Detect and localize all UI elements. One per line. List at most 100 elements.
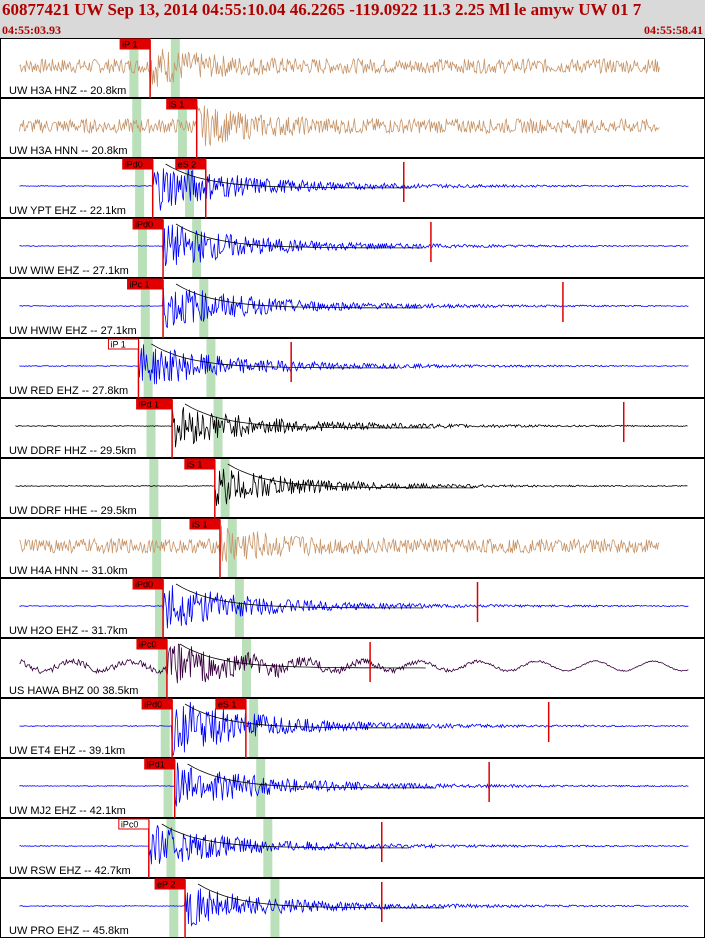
- phase-pick-label: iP 1: [110, 340, 125, 350]
- coda-decay-curve: [175, 283, 422, 309]
- coda-decay-curve: [179, 643, 426, 669]
- phase-pick-box[interactable]: [215, 698, 247, 710]
- coda-decay-curve: [184, 403, 431, 429]
- coda-decay-curve: [227, 463, 474, 489]
- phase-pick-label: iS 1: [187, 460, 203, 470]
- waveform: [19, 585, 689, 629]
- waveform: [19, 701, 689, 756]
- station-label: UW H3A HNN -- 20.8km: [9, 145, 128, 157]
- waveform: [19, 525, 660, 562]
- phase-pick-box[interactable]: [132, 578, 164, 590]
- waveform: [19, 168, 689, 211]
- p-arrival-band: [160, 698, 170, 758]
- waveform: [19, 643, 689, 684]
- waveform: [15, 468, 688, 506]
- phase-pick-label: iPd0: [135, 220, 153, 230]
- phase-pick-box[interactable]: [132, 218, 164, 230]
- phase-pick-label: iPd0: [125, 160, 143, 170]
- waveform: [19, 105, 660, 147]
- phase-pick-box[interactable]: [141, 698, 173, 710]
- coda-decay-curve: [175, 223, 422, 249]
- phase-pick-box[interactable]: [118, 818, 150, 830]
- phase-pick-box[interactable]: [136, 398, 173, 410]
- p-arrival-band: [152, 518, 162, 578]
- coda-decay-curve: [184, 703, 431, 729]
- phase-pick-label: iPc0: [121, 820, 139, 830]
- phase-pick-box[interactable]: [144, 758, 176, 770]
- phase-pick-label: iPc 1: [130, 280, 150, 290]
- p-arrival-band: [140, 278, 150, 338]
- phase-pick-box[interactable]: [154, 878, 186, 890]
- waveform: [19, 224, 689, 267]
- p-arrival-band: [137, 218, 147, 278]
- waveform: [19, 287, 689, 329]
- s-arrival-band: [199, 278, 209, 338]
- station-label: UW PRO EHZ -- 45.8km: [9, 925, 129, 937]
- p-arrival-band: [157, 638, 167, 698]
- station-label: UW DDRF HHE -- 29.5km: [9, 505, 137, 517]
- coda-decay-curve: [187, 763, 434, 789]
- phase-pick-box[interactable]: [166, 98, 198, 110]
- waveform: [19, 48, 660, 90]
- phase-pick-label: iP 1: [122, 40, 137, 50]
- s-arrival-band: [241, 638, 251, 698]
- waveform: [19, 762, 689, 807]
- time-end-label: 04:55:58.41: [644, 23, 703, 37]
- station-label: UW H3A HNZ -- 20.8km: [9, 85, 126, 97]
- coda-decay-curve: [197, 883, 444, 909]
- phase-pick-label: eS 2: [178, 160, 197, 170]
- p-arrival-band: [166, 818, 176, 878]
- station-label: UW RED EHZ -- 27.8km: [9, 385, 128, 397]
- phase-pick-label: iPc0: [139, 640, 157, 650]
- coda-decay-curve: [151, 343, 398, 369]
- station-label: UW MJ2 EHZ -- 42.1km: [9, 805, 126, 817]
- phase-pick-label: eS 1: [218, 700, 237, 710]
- phase-pick-box[interactable]: [189, 518, 221, 530]
- s-arrival-band: [227, 518, 237, 578]
- station-label: UW ET4 EHZ -- 39.1km: [9, 745, 125, 757]
- p-arrival-band: [155, 578, 165, 638]
- station-label: US HAWA BHZ 00 38.5km: [9, 685, 138, 697]
- p-arrival-band: [163, 758, 173, 818]
- s-arrival-band: [256, 758, 266, 818]
- p-arrival-band: [132, 98, 142, 158]
- station-label: UW H4A HNN -- 31.0km: [9, 565, 128, 577]
- phase-pick-box[interactable]: [122, 158, 154, 170]
- station-label: UW RSW EHZ -- 42.7km: [9, 865, 131, 877]
- p-arrival-band: [129, 38, 139, 98]
- coda-decay-curve: [161, 823, 408, 849]
- phase-pick-label: iS 1: [192, 520, 208, 530]
- station-label: UW HWIW EHZ -- 27.1km: [9, 325, 137, 337]
- p-arrival-band: [149, 458, 159, 518]
- time-start-label: 04:55:03.93: [2, 23, 61, 37]
- phase-pick-label: iPd1: [147, 760, 165, 770]
- station-label: UW H2O EHZ -- 31.7km: [9, 625, 128, 637]
- waveform: [19, 344, 689, 385]
- phase-pick-label: iPd0: [144, 700, 162, 710]
- phase-pick-box[interactable]: [184, 458, 216, 470]
- station-label: UW DDRF HHZ -- 29.5km: [9, 445, 136, 457]
- phase-pick-box[interactable]: [107, 338, 139, 350]
- waveform: [19, 888, 689, 927]
- p-arrival-band: [169, 878, 179, 938]
- phase-pick-box[interactable]: [119, 38, 151, 50]
- seismogram-panel[interactable]: iP 1 UW H3A HNZ -- 20.8km iS 1 UW H3A HNN -…: [0, 38, 705, 938]
- waveform: [15, 407, 688, 448]
- s-arrival-band: [192, 218, 202, 278]
- s-arrival-band: [270, 878, 280, 938]
- p-arrival-band: [135, 158, 145, 218]
- phase-pick-box[interactable]: [136, 638, 168, 650]
- phase-pick-box[interactable]: [127, 278, 164, 290]
- phase-pick-label: iS 1: [169, 100, 185, 110]
- station-label: UW WIW EHZ -- 27.1km: [9, 265, 129, 277]
- station-label: UW YPT EHZ -- 22.1km: [9, 205, 126, 217]
- phase-pick-label: iPd0: [135, 580, 153, 590]
- phase-pick-box[interactable]: [175, 158, 207, 170]
- phase-pick-label: iPd 1: [139, 400, 160, 410]
- waveform: [19, 825, 689, 865]
- phase-pick-label: eP 2: [157, 880, 175, 890]
- p-arrival-band: [146, 398, 156, 458]
- coda-decay-curve: [165, 163, 412, 189]
- coda-decay-curve: [175, 583, 422, 609]
- s-arrival-band: [234, 578, 244, 638]
